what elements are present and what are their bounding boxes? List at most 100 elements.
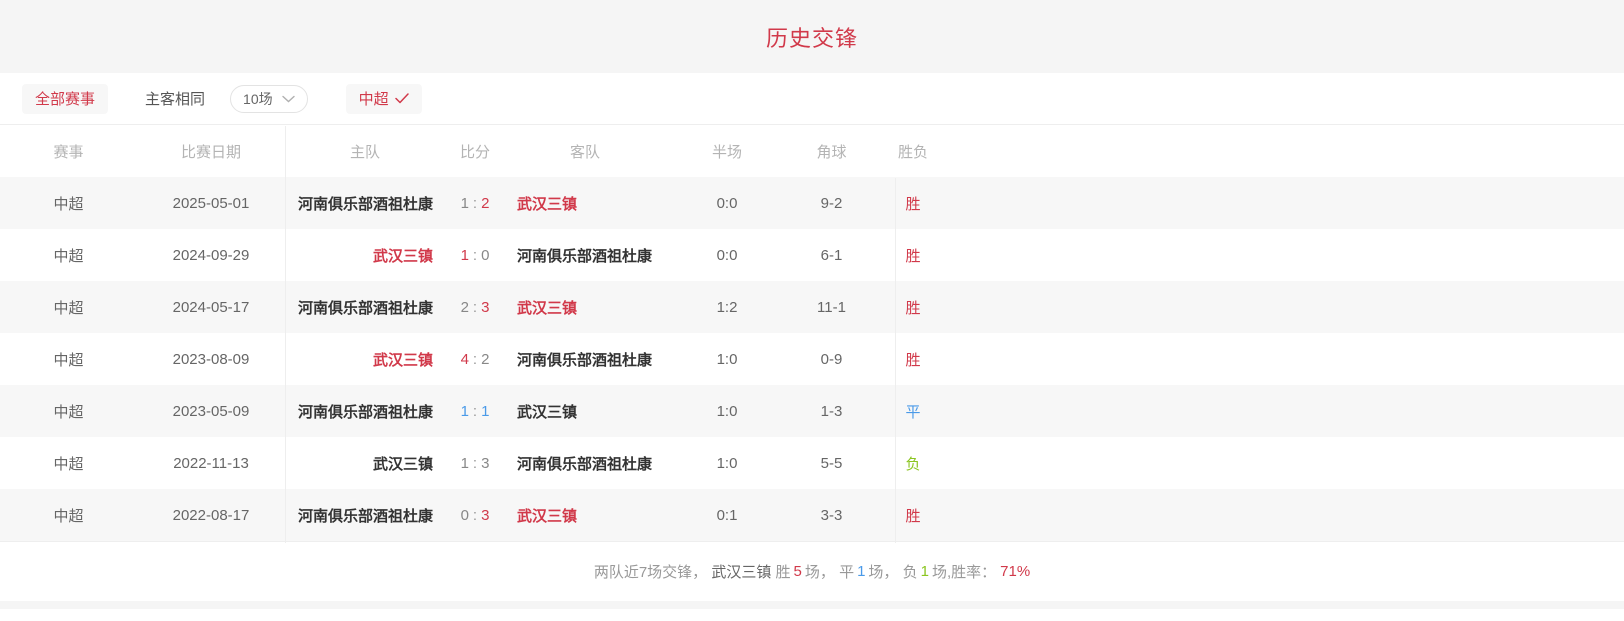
cell-away-team[interactable]: 武汉三镇 [517, 195, 578, 213]
cell-league: 中超 [53, 403, 84, 421]
filter-league-csl[interactable]: 中超 [345, 83, 422, 114]
table-row[interactable]: 中超 2024-09-29 武汉三镇 1:0 河南俱乐部酒祖杜康 0:0 6-1 胜 [0, 229, 1624, 281]
cell-corner-kicks: 6-1 [820, 246, 843, 264]
summary-draw-unit: 场， [868, 564, 899, 581]
cell-date: 2023-05-09 [172, 402, 250, 420]
cell-score[interactable]: 1:0 [460, 246, 490, 264]
summary-win-label: 胜 [775, 564, 791, 581]
cell-result: 负 [905, 455, 921, 473]
column-divider-right [895, 178, 896, 543]
cell-half-time: 0:0 [716, 194, 738, 212]
cell-corner-kicks: 3-3 [820, 506, 843, 524]
cell-home-team[interactable]: 武汉三镇 [372, 247, 433, 265]
cell-half-time: 1:2 [716, 298, 738, 316]
summary-win-unit: 场， [804, 564, 835, 581]
col-header-result: 胜负 [897, 143, 928, 161]
match-count-select[interactable]: 10场 [230, 84, 308, 113]
cell-half-time: 0:0 [716, 246, 738, 264]
cell-score[interactable]: 4:2 [460, 350, 490, 368]
cell-home-team[interactable]: 河南俱乐部酒祖杜康 [297, 403, 433, 421]
table-row[interactable]: 中超 2025-05-01 河南俱乐部酒祖杜康 1:2 武汉三镇 0:0 9-2 胜 [0, 177, 1624, 229]
cell-date: 2025-05-01 [172, 194, 250, 212]
col-header-half: 半场 [711, 143, 742, 161]
cell-score[interactable]: 1:2 [460, 194, 490, 212]
cell-result: 胜 [905, 299, 921, 317]
table-row[interactable]: 中超 2023-05-09 河南俱乐部酒祖杜康 1:1 武汉三镇 1:0 1-3 平 [0, 385, 1624, 437]
filter-bar: 全部赛事 主客相同 10场 中超 [0, 73, 1624, 125]
col-header-corner: 角球 [816, 143, 847, 161]
summary-footer: 两队近7场交锋， 武汉三镇 胜 5 场， 平 1 场， 负 1 场, 胜率： 7… [0, 541, 1624, 601]
cell-score[interactable]: 2:3 [460, 298, 490, 316]
chevron-down-icon [281, 95, 295, 103]
cell-corner-kicks: 9-2 [820, 194, 843, 212]
cell-league: 中超 [53, 507, 84, 525]
summary-draw-label: 平 [839, 564, 855, 581]
cell-half-time: 1:0 [716, 454, 738, 472]
cell-half-time: 1:0 [716, 402, 738, 420]
filter-all-events[interactable]: 全部赛事 [22, 83, 109, 114]
col-header-date: 比赛日期 [180, 143, 241, 161]
table-header: 赛事 比赛日期 主队 比分 客队 半场 角球 胜负 [0, 125, 1624, 177]
cell-away-team[interactable]: 武汉三镇 [517, 403, 578, 421]
cell-score[interactable]: 1:3 [460, 454, 490, 472]
cell-result: 胜 [905, 195, 921, 213]
table-row[interactable]: 中超 2022-11-13 武汉三镇 1:3 河南俱乐部酒祖杜康 1:0 5-5 负 [0, 437, 1624, 489]
table-row[interactable]: 中超 2023-08-09 武汉三镇 4:2 河南俱乐部酒祖杜康 1:0 0-9 胜 [0, 333, 1624, 385]
filter-same-venue[interactable]: 主客相同 [145, 91, 206, 108]
summary-loss-label: 负 [902, 564, 918, 581]
summary-loss-unit: 场, [931, 564, 952, 581]
cell-away-team[interactable]: 河南俱乐部酒祖杜康 [517, 247, 653, 265]
page-title: 历史交锋 [765, 25, 858, 51]
cell-away-team[interactable]: 河南俱乐部酒祖杜康 [517, 455, 653, 473]
cell-score[interactable]: 1:1 [460, 402, 490, 420]
cell-half-time: 0:1 [716, 506, 738, 524]
cell-league: 中超 [53, 195, 84, 213]
cell-date: 2024-05-17 [172, 298, 250, 316]
cell-result: 平 [905, 403, 921, 421]
cell-home-team[interactable]: 武汉三镇 [372, 455, 433, 473]
cell-half-time: 1:0 [716, 350, 738, 368]
bottom-band [0, 601, 1624, 609]
summary-rate-label: 胜率： [951, 564, 997, 581]
cell-league: 中超 [53, 455, 84, 473]
summary-draw-count: 1 [857, 563, 866, 580]
summary-win-count: 5 [793, 563, 802, 580]
cell-away-team[interactable]: 河南俱乐部酒祖杜康 [517, 351, 653, 369]
cell-away-team[interactable]: 武汉三镇 [517, 299, 578, 317]
col-header-score: 比分 [459, 143, 490, 161]
filter-league-label: 中超 [358, 91, 389, 108]
cell-league: 中超 [53, 299, 84, 317]
summary-lead: 两队近7场交锋， [593, 564, 708, 581]
summary-loss-count: 1 [920, 563, 929, 580]
cell-away-team[interactable]: 武汉三镇 [517, 507, 578, 525]
cell-result: 胜 [905, 507, 921, 525]
col-header-home: 主队 [349, 143, 380, 161]
cell-league: 中超 [53, 351, 84, 369]
cell-result: 胜 [905, 351, 921, 369]
cell-date: 2022-08-17 [172, 506, 250, 524]
summary-team: 武汉三镇 [711, 564, 772, 581]
cell-corner-kicks: 5-5 [820, 454, 843, 472]
cell-home-team[interactable]: 河南俱乐部酒祖杜康 [297, 299, 433, 317]
cell-league: 中超 [53, 247, 84, 265]
cell-home-team[interactable]: 武汉三镇 [372, 351, 433, 369]
match-count-value: 10场 [243, 90, 273, 107]
column-divider-left [285, 126, 286, 543]
table-row[interactable]: 中超 2022-08-17 河南俱乐部酒祖杜康 0:3 武汉三镇 0:1 3-3 胜 [0, 489, 1624, 541]
title-band: 历史交锋 [0, 0, 1624, 73]
cell-date: 2023-08-09 [172, 350, 250, 368]
cell-date: 2022-11-13 [173, 454, 249, 472]
col-header-away: 客队 [569, 143, 600, 161]
cell-score[interactable]: 0:3 [460, 506, 490, 524]
cell-corner-kicks: 0-9 [820, 350, 843, 368]
cell-corner-kicks: 1-3 [820, 402, 843, 420]
cell-date: 2024-09-29 [172, 246, 250, 264]
cell-result: 胜 [905, 247, 921, 265]
summary-rate-value: 71% [1000, 563, 1031, 580]
cell-home-team[interactable]: 河南俱乐部酒祖杜康 [297, 195, 433, 213]
col-header-league: 赛事 [53, 143, 84, 161]
cell-home-team[interactable]: 河南俱乐部酒祖杜康 [297, 507, 433, 525]
table-row[interactable]: 中超 2024-05-17 河南俱乐部酒祖杜康 2:3 武汉三镇 1:2 11-1 胜 [0, 281, 1624, 333]
cell-corner-kicks: 11-1 [817, 298, 846, 316]
